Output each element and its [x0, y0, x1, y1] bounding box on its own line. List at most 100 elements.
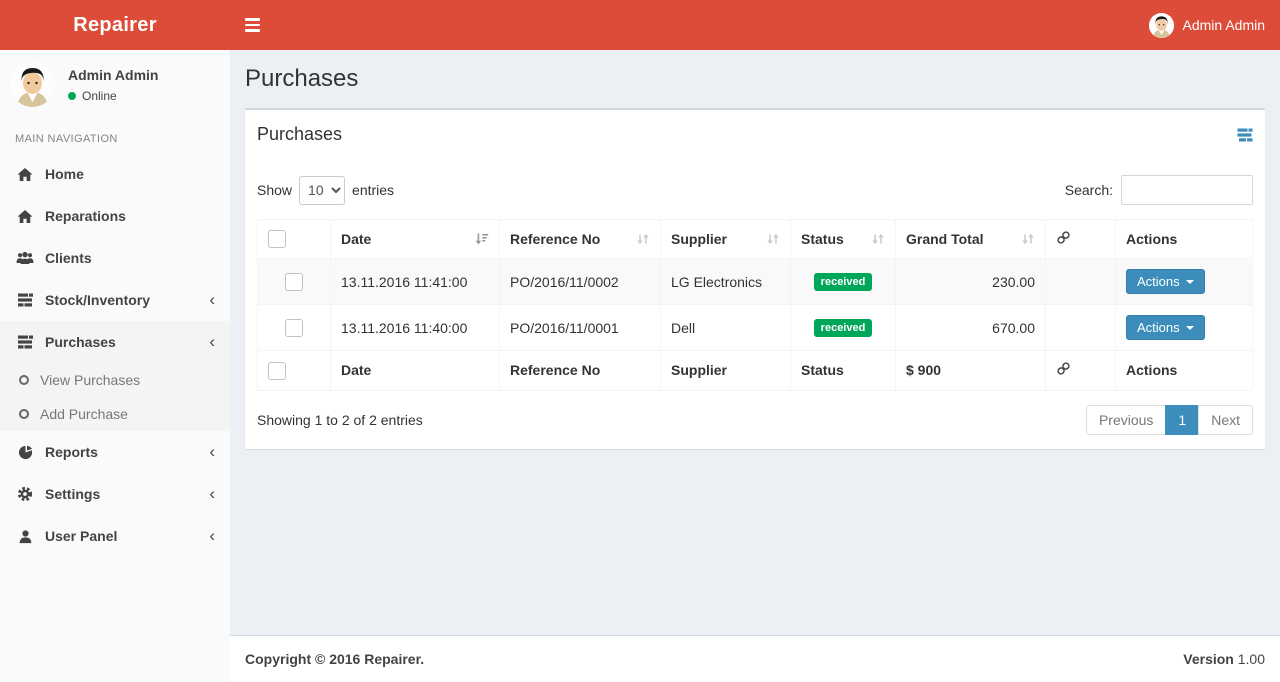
brand-logo[interactable]: Repairer	[73, 13, 157, 36]
chevron-left-icon: ‹	[209, 526, 215, 545]
sort-both-icon	[766, 232, 780, 246]
version-text: Version 1.00	[1183, 651, 1265, 667]
sidebar-group-purchases: Purchases ‹ View Purchases Add Purchase	[0, 321, 230, 431]
select-all-checkbox[interactable]	[268, 230, 286, 249]
column-header-supplier[interactable]: Supplier	[660, 218, 791, 260]
footer-actions: Actions	[1115, 350, 1253, 391]
caret-down-icon	[1185, 325, 1194, 330]
table-row: 13.11.2016 11:40:00 PO/2016/11/0001 Dell…	[257, 304, 1253, 352]
cell-date: 13.11.2016 11:40:00	[330, 304, 500, 352]
search-control: Search:	[1065, 175, 1253, 205]
navbar-user-name: Admin Admin	[1182, 17, 1265, 33]
column-header-date[interactable]: Date	[330, 218, 500, 260]
sidebar-item-settings[interactable]: Settings ‹	[0, 473, 230, 515]
row-checkbox[interactable]	[285, 272, 303, 291]
purchases-table: Date Reference No Supplier	[257, 218, 1253, 391]
sidebar-item-stock-inventory[interactable]: Stock/Inventory ‹	[0, 279, 230, 321]
footer-link	[1045, 350, 1116, 391]
content: Purchases Show 10 entries Search:	[230, 108, 1280, 635]
cell-reference: PO/2016/11/0002	[499, 258, 661, 306]
home-icon	[15, 209, 35, 224]
cell-date: 13.11.2016 11:41:00	[330, 258, 500, 306]
footer-status: Status	[790, 350, 896, 391]
tasks-icon[interactable]	[1237, 128, 1253, 142]
sidebar: Admin Admin Online MAIN NAVIGATION Home …	[0, 50, 230, 682]
sidebar-item-reports[interactable]: Reports ‹	[0, 431, 230, 473]
sidebar-item-reparations[interactable]: Reparations	[0, 195, 230, 237]
table-header-row: Date Reference No Supplier	[257, 218, 1253, 260]
tasks-icon	[15, 293, 35, 307]
actions-button[interactable]: Actions	[1126, 269, 1205, 295]
cell-grand-total: 670.00	[895, 304, 1046, 352]
cell-grand-total: 230.00	[895, 258, 1046, 306]
box-body: Show 10 entries Search:	[245, 155, 1265, 449]
chevron-left-icon: ‹	[209, 290, 215, 309]
sidebar-section-label: MAIN NAVIGATION	[15, 133, 118, 145]
footer-reference: Reference No	[499, 350, 661, 391]
column-header-reference[interactable]: Reference No	[499, 218, 661, 260]
user-avatar	[10, 62, 55, 107]
page-title: Purchases	[245, 65, 359, 92]
table-row: 13.11.2016 11:41:00 PO/2016/11/0002 LG E…	[257, 258, 1253, 306]
user-status[interactable]: Online	[68, 89, 158, 103]
navbar-user-menu[interactable]: Admin Admin	[1134, 0, 1280, 50]
cell-reference: PO/2016/11/0001	[499, 304, 661, 352]
users-icon	[15, 251, 35, 265]
link-icon	[1056, 231, 1071, 248]
sidebar-item-add-purchase[interactable]: Add Purchase	[0, 397, 230, 431]
sidebar-user-name: Admin Admin	[68, 66, 159, 83]
entries-select[interactable]: 10	[299, 175, 346, 205]
cell-link	[1045, 258, 1116, 306]
footer-supplier: Supplier	[660, 350, 791, 391]
circle-o-icon	[19, 409, 29, 419]
chevron-left-icon: ‹	[209, 442, 215, 461]
top-navbar: Repairer Admin Admin	[0, 0, 1280, 50]
next-page-button[interactable]: Next	[1198, 404, 1253, 435]
search-input[interactable]	[1121, 175, 1253, 205]
entries-label: entries	[352, 182, 395, 198]
footer-grand-total: $ 900	[895, 350, 1046, 391]
link-icon	[1056, 362, 1071, 379]
pagination: Previous 1 Next	[1085, 404, 1253, 435]
column-header-link[interactable]	[1045, 218, 1116, 260]
user-icon	[15, 529, 35, 544]
sort-amount-desc-icon	[475, 232, 489, 246]
sidebar-user-panel: Admin Admin Online	[0, 50, 230, 119]
caret-down-icon	[1185, 279, 1194, 284]
previous-page-button[interactable]: Previous	[1085, 404, 1167, 435]
chevron-left-icon: ‹	[209, 332, 215, 351]
chevron-left-icon: ‹	[209, 484, 215, 503]
page-1-button[interactable]: 1	[1165, 404, 1200, 435]
sidebar-item-view-purchases[interactable]: View Purchases	[0, 363, 230, 397]
page-footer: Copyright © 2016 Repairer. Version 1.00	[230, 635, 1280, 682]
online-status-icon	[68, 91, 76, 100]
box-title: Purchases	[257, 124, 343, 144]
row-checkbox[interactable]	[285, 318, 303, 337]
main-area: Purchases Purchases Show 10 entries	[230, 0, 1280, 682]
status-badge: received	[813, 273, 873, 292]
search-label: Search:	[1064, 182, 1113, 198]
copyright-text: Copyright © 2016 Repairer.	[245, 651, 425, 667]
show-label: Show	[257, 182, 293, 198]
select-all-header	[257, 218, 331, 260]
navbar-spacer	[275, 0, 1134, 50]
home-icon	[15, 167, 35, 182]
status-badge: received	[813, 319, 873, 338]
sort-both-icon	[871, 232, 885, 246]
cell-link	[1045, 304, 1116, 352]
column-header-status[interactable]: Status	[790, 218, 896, 260]
sidebar-item-home[interactable]: Home	[0, 153, 230, 195]
sidebar-item-purchases[interactable]: Purchases ‹	[0, 321, 230, 363]
page-length-control: Show 10 entries	[257, 175, 395, 205]
circle-o-icon	[19, 375, 29, 385]
column-header-grand-total[interactable]: Grand Total	[895, 218, 1046, 260]
purchases-box: Purchases Show 10 entries Search:	[245, 108, 1265, 449]
content-header: Purchases	[230, 50, 1280, 108]
sort-both-icon	[1021, 232, 1035, 246]
hamburger-icon[interactable]	[230, 0, 275, 50]
sidebar-item-clients[interactable]: Clients	[0, 237, 230, 279]
sidebar-item-user-panel[interactable]: User Panel ‹	[0, 515, 230, 557]
footer-checkbox[interactable]	[268, 361, 286, 380]
actions-button[interactable]: Actions	[1126, 315, 1205, 341]
entries-info: Showing 1 to 2 of 2 entries	[257, 411, 423, 428]
